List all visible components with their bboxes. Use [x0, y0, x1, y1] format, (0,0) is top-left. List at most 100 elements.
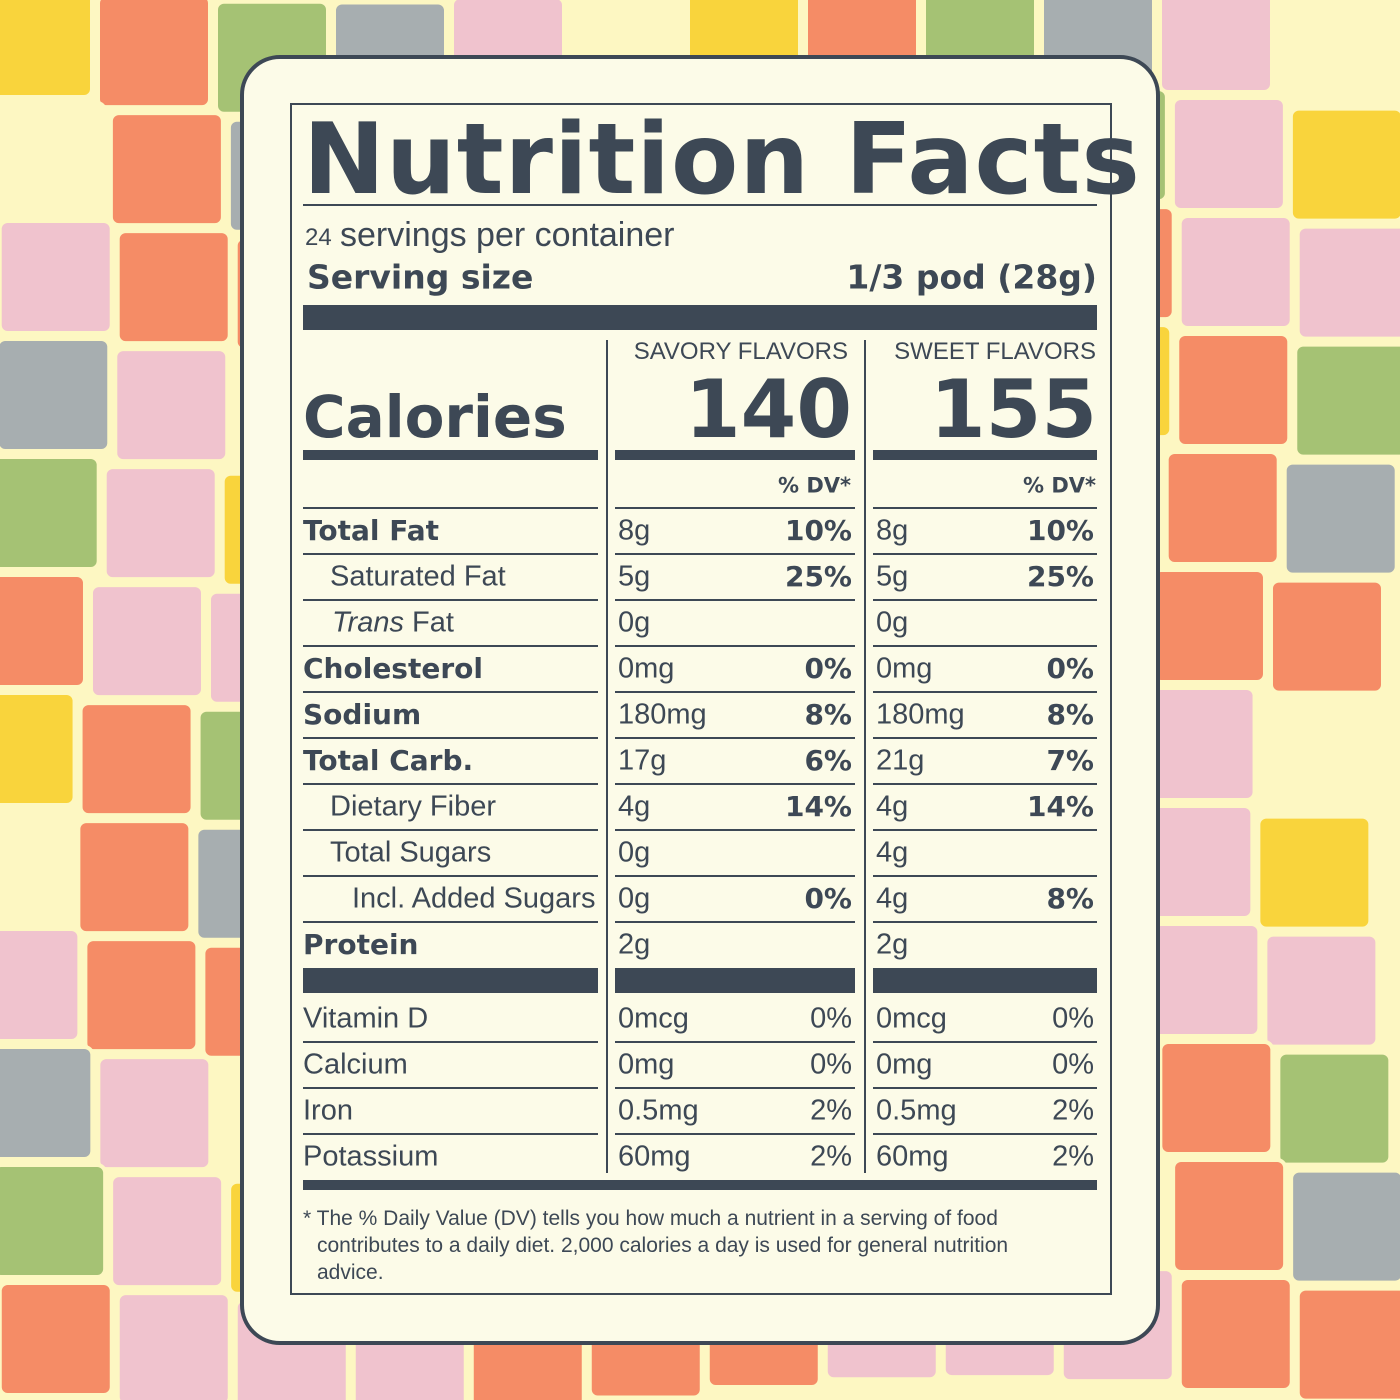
row-rule [303, 507, 598, 509]
column-header: SWEET FLAVORS [894, 338, 1096, 365]
serving-size-value: 1/3 pod (28g) [846, 257, 1097, 297]
amount: 0g [618, 836, 651, 869]
column-header: SAVORY FLAVORS [633, 338, 848, 365]
daily-value: 25% [784, 560, 852, 593]
calories-value: 140 [685, 363, 852, 456]
nutrient-name: Dietary Fiber [330, 790, 496, 823]
row-rule [615, 783, 855, 785]
row-rule [303, 875, 598, 877]
row-rule [303, 1087, 598, 1089]
mineral-name: Calcium [303, 1048, 408, 1081]
row-rule [873, 1041, 1097, 1043]
tile [0, 0, 94, 99]
row-rule [303, 1041, 598, 1043]
tile [0, 573, 87, 689]
amount: 8g [618, 514, 651, 547]
amount: 4g [876, 790, 909, 823]
label-card [240, 55, 1160, 1345]
row-rule [873, 875, 1097, 877]
tile [1295, 224, 1400, 341]
daily-value: 8% [1046, 882, 1094, 915]
tile [1293, 342, 1400, 459]
row-rule [615, 829, 855, 831]
tile [1171, 1157, 1288, 1274]
row-rule [303, 1133, 598, 1135]
mineral-name: Potassium [303, 1140, 439, 1173]
daily-value: 2% [810, 1094, 852, 1127]
tile [109, 1173, 226, 1290]
row-rule [303, 783, 598, 785]
label-frame [290, 103, 1112, 1295]
row-rule [303, 829, 598, 831]
daily-value: 2% [810, 1140, 852, 1173]
daily-value: 0% [1052, 1002, 1094, 1035]
row-rule [873, 553, 1097, 555]
row-rule [303, 737, 598, 739]
row-rule [303, 691, 598, 693]
row-rule [615, 553, 855, 555]
nutrient-name: Total Sugars [330, 836, 492, 869]
tile [78, 701, 195, 818]
bottom-bar [303, 1180, 1097, 1190]
amount: 60mg [618, 1140, 691, 1173]
nutrient-prefix: Trans [332, 606, 404, 639]
row-rule [873, 1087, 1097, 1089]
nutrient-name: Sodium [303, 698, 422, 731]
tile [0, 1163, 108, 1279]
daily-value: 10% [784, 514, 852, 547]
daily-value: 2% [1052, 1094, 1094, 1127]
amount: 21g [876, 744, 925, 777]
row-rule [873, 737, 1097, 739]
daily-value: 10% [1026, 514, 1094, 547]
tile [1164, 449, 1281, 566]
amount: 0g [876, 606, 909, 639]
row-rule [873, 599, 1097, 601]
tile [0, 809, 75, 925]
column-divider [864, 340, 866, 1173]
row-rule [873, 691, 1097, 693]
nutrient-name: Cholesterol [303, 652, 483, 685]
daily-value: 7% [1046, 744, 1094, 777]
row-rule [615, 599, 855, 601]
row-rule [873, 921, 1097, 923]
tile [1289, 1168, 1400, 1285]
tile [102, 465, 219, 582]
mineral-name: Iron [303, 1094, 353, 1127]
row-rule [615, 1041, 855, 1043]
rule [303, 204, 1097, 206]
amount: 17g [618, 744, 667, 777]
title: Nutrition Facts [303, 103, 1141, 217]
daily-value: 0% [810, 1048, 852, 1081]
amount: 4g [618, 790, 651, 823]
amount: 180mg [618, 698, 707, 731]
tile [113, 347, 230, 464]
tile [0, 219, 114, 335]
amount: 5g [618, 560, 651, 593]
tile [1150, 567, 1267, 684]
servings-text: servings per container [340, 216, 675, 254]
medium-bar [303, 450, 598, 460]
medium-bar [873, 450, 1097, 460]
tile [1268, 578, 1385, 695]
tile [96, 1055, 213, 1172]
dv-header: % DV* [1022, 473, 1096, 498]
daily-value: 2% [1052, 1140, 1094, 1173]
row-rule [615, 875, 855, 877]
amount: 0mcg [618, 1002, 689, 1035]
tile [0, 455, 101, 571]
nutrient-name: Incl. Added Sugars [352, 882, 596, 915]
row-rule [873, 645, 1097, 647]
tile [1276, 0, 1392, 105]
tile [0, 1045, 95, 1161]
daily-value: 0% [810, 1002, 852, 1035]
amount: 0.5mg [618, 1094, 699, 1127]
row-rule [615, 645, 855, 647]
footnote: * The % Daily Value (DV) tells you how m… [303, 1207, 1009, 1284]
tile [0, 1281, 114, 1397]
tile [0, 691, 77, 807]
column-divider [606, 340, 608, 1173]
thick-bar [303, 968, 598, 993]
thick-bar [615, 968, 855, 993]
calories-label: Calories [303, 383, 567, 451]
